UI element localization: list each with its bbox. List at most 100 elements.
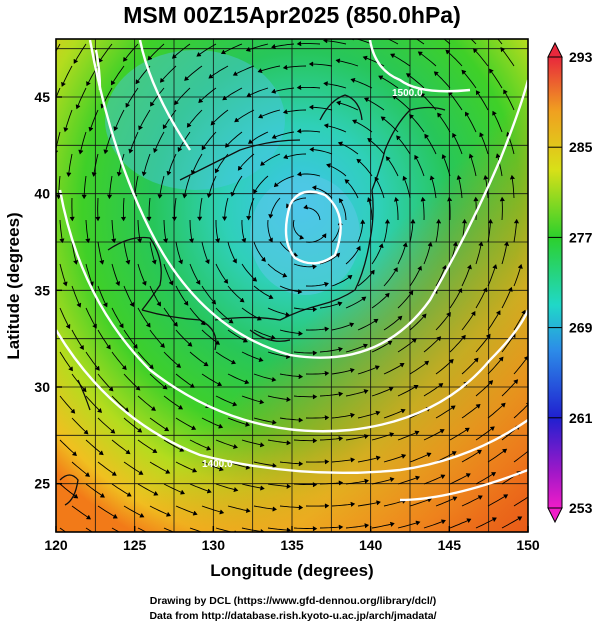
- streamline-arrowhead: [502, 448, 508, 454]
- streamline: [58, 175, 61, 199]
- streamline: [97, 241, 104, 265]
- streamline: [163, 219, 167, 243]
- streamline: [442, 154, 451, 177]
- streamline-arrowhead: [75, 537, 79, 541]
- streamline-arrowhead: [396, 135, 401, 141]
- streamline-arrowhead: [162, 124, 168, 130]
- streamline-arrowhead: [394, 196, 399, 202]
- streamline-arrowhead: [488, 218, 493, 224]
- x-axis-label: Longitude (degrees): [210, 561, 373, 580]
- streamline: [189, 307, 206, 326]
- streamline-arrowhead: [231, 359, 236, 365]
- streamline-arrowhead: [390, 53, 395, 58]
- streamline-arrowhead: [286, 397, 291, 402]
- streamline-arrowhead: [195, 280, 201, 285]
- streamline-arrowhead: [408, 290, 414, 296]
- streamline: [383, 219, 388, 243]
- streamline-arrowhead: [296, 128, 302, 134]
- streamline-arrowhead: [323, 81, 328, 87]
- streamline: [487, 219, 492, 243]
- streamline-arrowhead: [273, 182, 279, 188]
- streamline-arrowhead: [206, 488, 212, 494]
- streamline-arrowhead: [248, 139, 253, 144]
- streamline: [409, 498, 432, 507]
- streamline-arrowhead: [178, 259, 183, 265]
- streamline: [111, 307, 124, 328]
- streamline: [423, 520, 446, 529]
- streamline-arrowhead: [312, 394, 318, 400]
- streamline: [201, 461, 224, 471]
- streamline: [489, 69, 503, 89]
- streamline-arrowhead: [420, 92, 425, 98]
- streamline-arrowhead: [285, 312, 291, 318]
- streamline-arrowhead: [192, 510, 198, 516]
- streamline: [409, 452, 431, 463]
- streamline-arrowhead: [233, 487, 239, 493]
- colorbar-tick-label: 269: [569, 320, 593, 336]
- streamline-arrowhead: [220, 49, 226, 55]
- streamline: [56, 43, 61, 53]
- streamline-arrowhead: [477, 449, 482, 455]
- streamline-arrowhead: [350, 457, 356, 463]
- streamline: [503, 89, 515, 111]
- streamline: [71, 197, 73, 221]
- streamline: [397, 242, 407, 265]
- streamline-arrowhead: [299, 234, 305, 240]
- streamline: [59, 527, 67, 532]
- streamline: [305, 233, 327, 243]
- streamline: [85, 395, 102, 413]
- streamline-arrowhead: [162, 384, 168, 390]
- streamline: [123, 329, 138, 349]
- streamline-arrowhead: [115, 281, 121, 287]
- streamline: [513, 264, 522, 287]
- streamline-arrowhead: [259, 399, 265, 405]
- streamline: [293, 527, 317, 530]
- streamline-arrowhead: [95, 216, 101, 222]
- streamline-arrowhead: [402, 242, 408, 248]
- streamline-arrowhead: [73, 259, 79, 265]
- streamline: [356, 159, 373, 177]
- streamline-arrowhead: [122, 365, 127, 371]
- streamline-arrowhead: [49, 60, 53, 64]
- streamline: [61, 65, 73, 87]
- streamline: [71, 373, 87, 392]
- streamline: [187, 109, 203, 128]
- streamline-arrowhead: [446, 311, 451, 317]
- streamline-arrowhead: [312, 526, 318, 532]
- streamline-arrowhead: [361, 296, 367, 302]
- streamline-arrowhead: [191, 425, 197, 430]
- streamline-arrowhead: [402, 175, 408, 181]
- streamline: [93, 153, 99, 177]
- streamline: [174, 197, 177, 221]
- colorbar-top-arrow: [547, 41, 563, 58]
- streamline-arrowhead: [296, 41, 302, 47]
- streamline: [191, 153, 203, 175]
- streamline: [59, 307, 70, 329]
- streamline: [513, 219, 518, 243]
- streamline: [267, 351, 290, 358]
- streamline: [293, 263, 317, 268]
- streamline-arrowhead: [78, 149, 84, 155]
- streamline: [111, 263, 120, 286]
- streamline: [224, 197, 229, 221]
- streamline-arrowhead: [245, 421, 251, 427]
- streamline-arrowhead: [449, 358, 454, 364]
- streamline: [222, 87, 243, 101]
- streamline: [225, 131, 243, 148]
- streamline-arrowhead: [514, 218, 519, 224]
- streamline: [443, 39, 451, 45]
- streamline: [496, 153, 503, 177]
- streamline-arrowhead: [129, 302, 135, 308]
- streamline: [449, 518, 471, 529]
- x-tick-label: 140: [359, 537, 383, 553]
- streamline: [279, 241, 298, 257]
- streamline: [386, 156, 399, 177]
- streamline: [487, 264, 497, 287]
- streamline: [267, 439, 291, 444]
- streamline-arrowhead: [186, 122, 192, 128]
- streamline: [85, 351, 100, 371]
- streamline: [345, 296, 366, 309]
- streamline-arrowhead: [123, 57, 128, 62]
- streamline: [163, 439, 184, 452]
- streamline-arrowhead: [363, 389, 369, 394]
